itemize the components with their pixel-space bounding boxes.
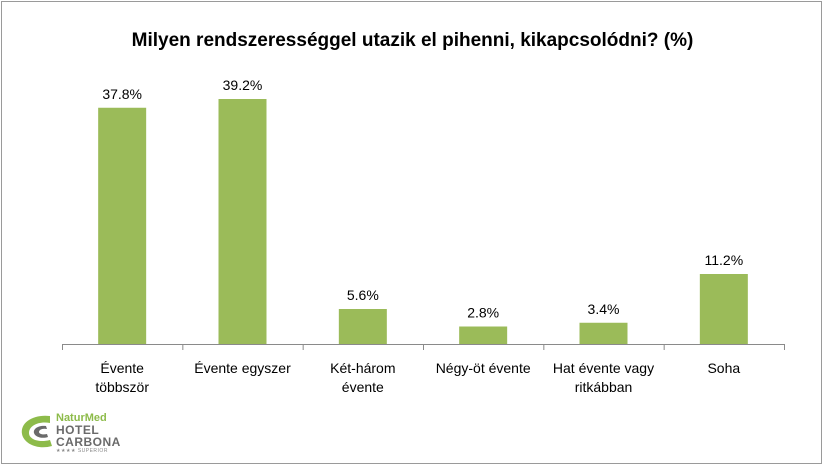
x-tick-label-0-line-0: Évente — [100, 360, 144, 376]
logo-line-carbona: CARBONA — [56, 435, 121, 449]
bars-group — [98, 99, 748, 344]
bar-1 — [218, 99, 267, 344]
data-labels-group: 37.8% 39.2% 5.6% 2.8% 3.4% 11.2% — [102, 77, 743, 321]
x-axis-group — [62, 344, 785, 350]
bar-3 — [459, 326, 508, 344]
data-label-4: 3.4% — [588, 301, 620, 317]
logo-line-naturmed: NaturMed — [56, 412, 107, 424]
x-tick-labels-group: Évente többször Évente egyszer Két-három éve… — [95, 360, 740, 395]
x-tick-label-4-line-0: Hat évente vagy — [553, 360, 654, 376]
x-tick-label-4-line-1: ritkábban — [575, 379, 633, 395]
x-tick-label-1-line-0: Évente egyszer — [194, 360, 291, 376]
bar-4 — [579, 322, 628, 344]
x-tick-label-3-line-0: Négy-öt évente — [436, 360, 531, 376]
x-tick-label-5-line-0: Soha — [707, 360, 740, 376]
data-label-2: 5.6% — [347, 287, 379, 303]
naturmed-hotel-carbona-logo: NaturMed HOTEL CARBONA ★★★★ SUPERIOR — [16, 410, 136, 458]
x-tick-label-0-line-1: többször — [95, 379, 149, 395]
logo-line-hotel: HOTEL — [56, 423, 100, 437]
bar-5 — [699, 274, 748, 344]
x-tick-label-2-line-1: évente — [342, 379, 384, 395]
logo-swoosh-icon — [21, 415, 52, 448]
data-label-3: 2.8% — [467, 305, 499, 321]
data-label-5: 11.2% — [704, 252, 743, 268]
bar-0 — [98, 107, 147, 344]
logo-line-superior: ★★★★ SUPERIOR — [56, 448, 108, 454]
data-label-1: 39.2% — [223, 77, 263, 93]
data-label-0: 37.8% — [102, 86, 142, 102]
chart-title: Milyen rendszerességgel utazik el pihenn… — [131, 30, 694, 51]
x-tick-label-2-line-0: Két-három — [330, 360, 395, 376]
bar-2 — [338, 309, 387, 344]
